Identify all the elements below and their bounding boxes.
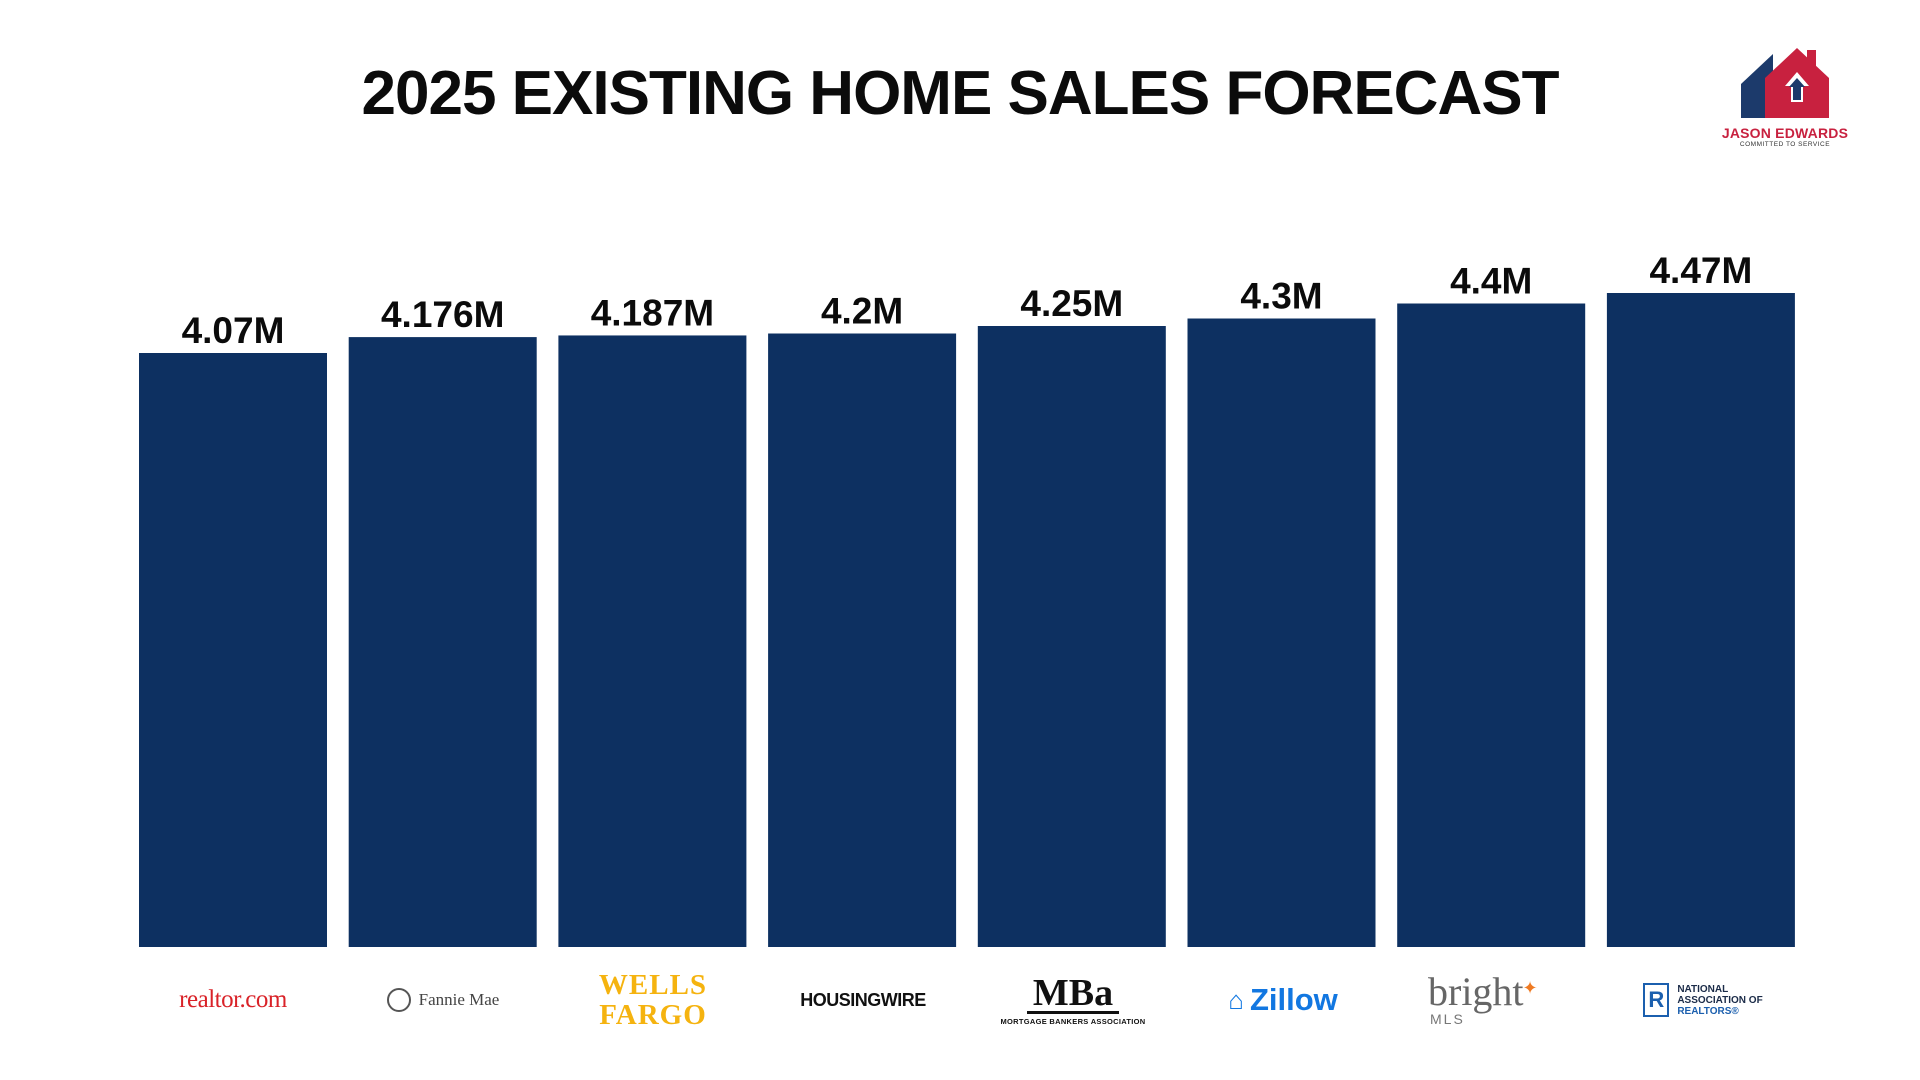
logo-zillow-text: Zillow	[1249, 982, 1338, 1017]
logo-bright-mls-text: MLS	[1430, 1011, 1465, 1027]
logo-mba-text: MBa	[1026, 974, 1120, 1014]
bar-2	[558, 335, 747, 947]
brand-name: JASON EDWARDS	[1721, 125, 1849, 141]
logo-nar-line1: NATIONAL	[1677, 983, 1729, 995]
logo-bright-text: bright	[1428, 969, 1524, 1014]
bar-value-label-1: 4.176M	[381, 294, 504, 335]
bar-value-label-3: 4.2M	[821, 291, 903, 332]
logo-mba: MBa MORTGAGE BANKERS ASSOCIATION	[978, 960, 1168, 1040]
bar-value-label-2: 4.187M	[591, 292, 714, 333]
logo-realtor-text: realtor.com	[179, 986, 287, 1013]
page-title: 2025 EXISTING HOME SALES FORECAST	[361, 59, 1560, 128]
logo-nar: R NATIONAL ASSOCIATION OF REALTORS®	[1608, 960, 1798, 1040]
bar-7	[1606, 293, 1795, 947]
logo-mba-subtitle: MORTGAGE BANKERS ASSOCIATION	[1000, 1016, 1146, 1026]
bar-value-label-7: 4.47M	[1649, 250, 1752, 291]
bar-5	[1187, 318, 1376, 947]
bar-3	[768, 333, 957, 947]
fannie-mae-icon	[386, 988, 411, 1012]
logo-zillow: ⌂ Zillow	[1188, 960, 1378, 1040]
logo-fannie-mae: Fannie Mae	[348, 960, 538, 1040]
logo-fannie-text: Fannie Mae	[418, 990, 500, 1009]
logo-bright-mls: bright ✦ MLS	[1398, 960, 1588, 1040]
zillow-icon: ⌂	[1228, 984, 1244, 1015]
house-icon	[1741, 48, 1829, 118]
logo-wells-line1: WELLS	[598, 969, 708, 1001]
logo-nar-line3: REALTORS®	[1677, 1005, 1739, 1017]
bar-value-label-4: 4.25M	[1020, 283, 1123, 324]
bar-chart: 4.07M 4.176M 4.187M 4.2M 4.25M 4.3M 4.4M 4.47M	[139, 250, 1795, 948]
realtor-r-icon: R	[1643, 983, 1670, 1017]
logo-realtor: realtor.com	[138, 960, 328, 1040]
bar-1	[348, 337, 537, 948]
logo-nar-line2: ASSOCIATION OF	[1677, 994, 1763, 1006]
brand-logo: JASON EDWARDS COMMITTED TO SERVICE	[1720, 44, 1850, 154]
logo-nar-text: NATIONAL ASSOCIATION OF REALTORS®	[1677, 984, 1762, 1017]
bar-value-label-0: 4.07M	[182, 310, 285, 351]
bar-value-label-5: 4.3M	[1240, 276, 1322, 317]
logo-housingwire: HOUSINGWIRE	[768, 960, 958, 1040]
bar-0	[139, 353, 327, 947]
bar-6	[1397, 303, 1586, 947]
brand-tagline: COMMITTED TO SERVICE	[1739, 141, 1831, 148]
logo-housingwire-text: HOUSINGWIRE	[800, 989, 926, 1010]
logo-bright-word: bright ✦	[1428, 972, 1538, 1012]
logo-wells-fargo: WELLS FARGO	[558, 960, 748, 1040]
bar-value-label-6: 4.4M	[1450, 261, 1532, 302]
logo-wells-line2: FARGO	[599, 999, 707, 1031]
bar-4	[977, 326, 1166, 947]
spark-icon: ✦	[1522, 978, 1538, 998]
source-logos: realtor.com Fannie Mae WELLS FARGO HOUSI…	[0, 960, 1920, 1040]
